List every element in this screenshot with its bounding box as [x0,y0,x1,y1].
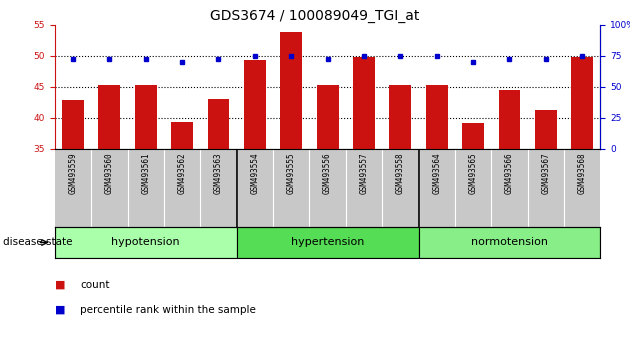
Bar [98,85,120,354]
Text: GSM493562: GSM493562 [178,153,186,194]
Text: GSM493568: GSM493568 [578,153,587,194]
Bar [426,85,448,354]
Bar [317,85,338,354]
Text: GSM493567: GSM493567 [541,153,551,194]
Text: GSM493561: GSM493561 [141,153,150,194]
Text: GSM493564: GSM493564 [432,153,441,194]
Text: hypotension: hypotension [112,238,180,247]
Bar [462,122,484,354]
Text: GSM493556: GSM493556 [323,153,332,194]
Text: GDS3674 / 100089049_TGI_at: GDS3674 / 100089049_TGI_at [210,9,420,23]
Bar [389,85,411,354]
Text: GSM493554: GSM493554 [250,153,260,194]
Text: normotension: normotension [471,238,548,247]
Text: hypertension: hypertension [291,238,364,247]
Text: ■: ■ [55,280,66,290]
Text: GSM493558: GSM493558 [396,153,405,194]
Bar [498,90,520,354]
Bar [171,122,193,354]
Bar [55,227,237,258]
Bar [418,227,600,258]
Text: GSM493559: GSM493559 [69,153,77,194]
Bar [353,57,375,354]
Bar [237,227,418,258]
Text: GSM493566: GSM493566 [505,153,514,194]
Text: GSM493555: GSM493555 [287,153,295,194]
Text: GSM493557: GSM493557 [360,153,369,194]
Text: GSM493565: GSM493565 [469,153,478,194]
Bar [280,32,302,354]
Text: count: count [80,280,110,290]
Bar [244,60,266,354]
Bar [62,101,84,354]
Text: ■: ■ [55,305,66,315]
Text: GSM493563: GSM493563 [214,153,223,194]
Bar [535,110,557,354]
Text: disease state: disease state [3,238,72,247]
Bar [207,99,229,354]
Bar [571,57,593,354]
Text: percentile rank within the sample: percentile rank within the sample [80,305,256,315]
Text: GSM493560: GSM493560 [105,153,114,194]
Bar [135,85,157,354]
